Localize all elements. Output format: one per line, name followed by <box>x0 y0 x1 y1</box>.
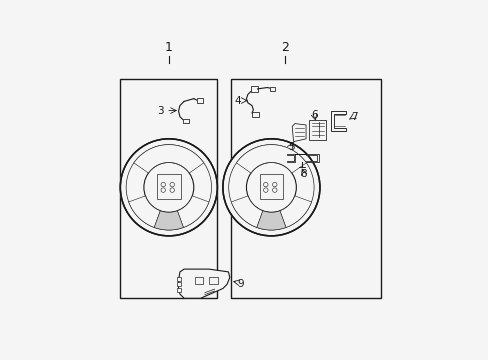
Polygon shape <box>134 145 203 173</box>
Bar <box>196 98 202 103</box>
Polygon shape <box>236 145 306 173</box>
Bar <box>177 288 181 292</box>
Polygon shape <box>279 196 311 228</box>
Text: 4: 4 <box>234 96 240 105</box>
Bar <box>177 283 181 286</box>
Polygon shape <box>154 211 183 230</box>
Polygon shape <box>256 211 285 230</box>
Polygon shape <box>330 111 346 131</box>
Text: 7: 7 <box>350 112 357 122</box>
FancyBboxPatch shape <box>259 175 283 199</box>
Text: 6: 6 <box>310 110 317 120</box>
Polygon shape <box>292 123 305 141</box>
Bar <box>120 79 217 298</box>
Polygon shape <box>231 196 263 228</box>
Polygon shape <box>128 196 160 228</box>
Circle shape <box>120 139 217 236</box>
Bar <box>251 112 259 117</box>
Circle shape <box>246 162 296 212</box>
Bar <box>177 277 181 281</box>
Text: 3: 3 <box>157 105 163 116</box>
Text: 2: 2 <box>281 41 288 54</box>
Bar <box>231 79 380 298</box>
Bar <box>269 87 274 91</box>
Polygon shape <box>286 154 318 162</box>
Text: 1: 1 <box>164 41 172 54</box>
Text: 9: 9 <box>237 279 244 288</box>
FancyBboxPatch shape <box>309 120 325 140</box>
FancyBboxPatch shape <box>157 175 180 199</box>
FancyBboxPatch shape <box>194 278 203 284</box>
Text: 5: 5 <box>288 143 294 152</box>
Text: 8: 8 <box>299 169 306 179</box>
FancyBboxPatch shape <box>208 278 218 284</box>
Bar <box>183 118 188 123</box>
Circle shape <box>143 162 193 212</box>
Bar <box>250 86 257 92</box>
Circle shape <box>223 139 319 236</box>
Polygon shape <box>178 269 229 298</box>
Polygon shape <box>177 196 208 228</box>
